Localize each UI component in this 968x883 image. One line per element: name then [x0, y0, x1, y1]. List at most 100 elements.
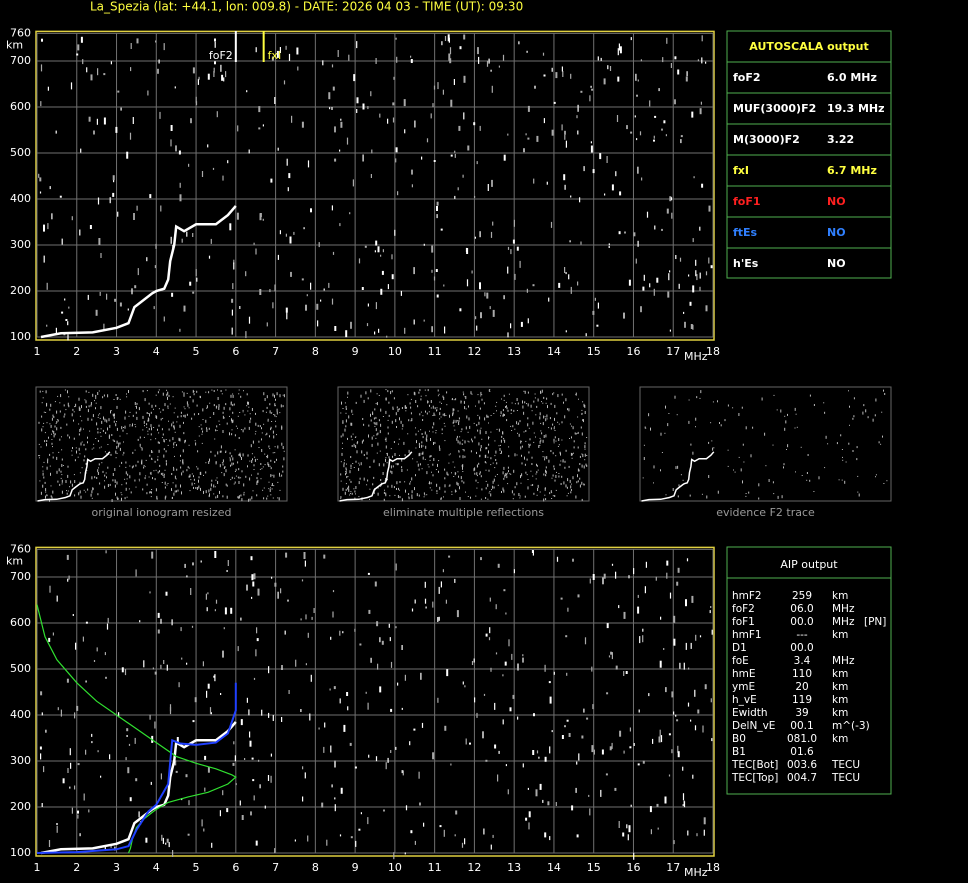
noise: [274, 403, 276, 407]
noise: [487, 415, 489, 418]
noise: [173, 425, 175, 428]
noise: [286, 158, 288, 166]
noise: [198, 479, 199, 483]
noise: [226, 570, 228, 572]
noise: [506, 476, 508, 479]
y-tick-label: 200: [10, 284, 31, 297]
noise: [288, 690, 290, 694]
noise: [196, 466, 198, 468]
noise: [543, 396, 545, 399]
noise: [132, 414, 134, 417]
noise: [390, 448, 392, 450]
noise: [410, 830, 413, 834]
noise: [404, 852, 406, 855]
noise: [710, 698, 712, 703]
noise: [387, 757, 389, 763]
noise: [160, 618, 162, 624]
noise: [304, 560, 306, 567]
noise: [163, 438, 165, 442]
noise: [461, 428, 463, 431]
noise: [148, 476, 150, 478]
noise: [70, 82, 73, 90]
noise: [533, 492, 535, 495]
noise: [39, 455, 41, 457]
noise: [418, 494, 420, 497]
noise: [189, 490, 191, 492]
noise: [224, 607, 227, 615]
noise: [526, 50, 528, 53]
noise: [126, 496, 128, 498]
noise: [768, 479, 770, 482]
noise: [97, 197, 100, 205]
noise: [392, 455, 393, 458]
noise: [114, 298, 117, 302]
noise: [491, 85, 493, 93]
noise: [129, 475, 131, 479]
noise: [446, 391, 448, 394]
noise: [114, 484, 116, 488]
noise: [279, 475, 281, 477]
noise: [293, 231, 295, 235]
noise: [174, 490, 176, 493]
noise: [531, 463, 533, 465]
noise: [345, 405, 347, 408]
noise: [402, 424, 404, 428]
noise: [216, 425, 218, 428]
noise: [673, 615, 676, 623]
noise: [592, 169, 595, 174]
noise: [222, 411, 224, 414]
noise: [553, 427, 555, 430]
x-tick-label: 18: [706, 345, 720, 358]
noise: [256, 458, 258, 460]
noise: [248, 426, 250, 430]
noise: [605, 773, 608, 776]
noise: [110, 61, 112, 65]
noise: [354, 766, 357, 769]
noise: [558, 473, 560, 474]
noise: [220, 450, 222, 453]
noise: [116, 397, 118, 400]
noise: [395, 626, 397, 629]
noise: [117, 445, 119, 448]
noise: [561, 421, 563, 424]
noise: [454, 578, 456, 583]
noise: [409, 402, 411, 405]
noise: [401, 458, 403, 462]
noise: [88, 809, 90, 813]
noise: [426, 412, 428, 415]
noise: [397, 495, 399, 498]
noise: [215, 429, 217, 432]
noise: [478, 400, 480, 404]
noise: [229, 415, 230, 417]
noise: [240, 617, 242, 621]
noise: [95, 438, 97, 439]
noise: [396, 488, 397, 490]
noise: [190, 588, 192, 595]
noise: [376, 621, 379, 627]
noise: [434, 414, 436, 416]
noise: [209, 416, 211, 418]
noise: [206, 690, 208, 698]
noise: [468, 405, 469, 408]
noise: [527, 318, 529, 324]
noise: [387, 426, 389, 429]
noise: [523, 411, 525, 415]
noise: [849, 424, 850, 426]
noise: [345, 488, 347, 491]
noise: [108, 453, 110, 455]
noise: [43, 766, 45, 773]
noise: [208, 461, 210, 464]
noise: [231, 462, 233, 466]
noise: [218, 420, 220, 422]
noise: [467, 440, 469, 442]
noise: [74, 712, 76, 719]
noise: [385, 494, 387, 497]
noise: [180, 415, 182, 418]
noise: [257, 424, 259, 427]
noise: [505, 401, 507, 403]
noise: [105, 550, 107, 554]
noise: [506, 407, 508, 410]
noise: [553, 101, 556, 104]
noise: [567, 478, 569, 482]
noise: [507, 332, 509, 338]
